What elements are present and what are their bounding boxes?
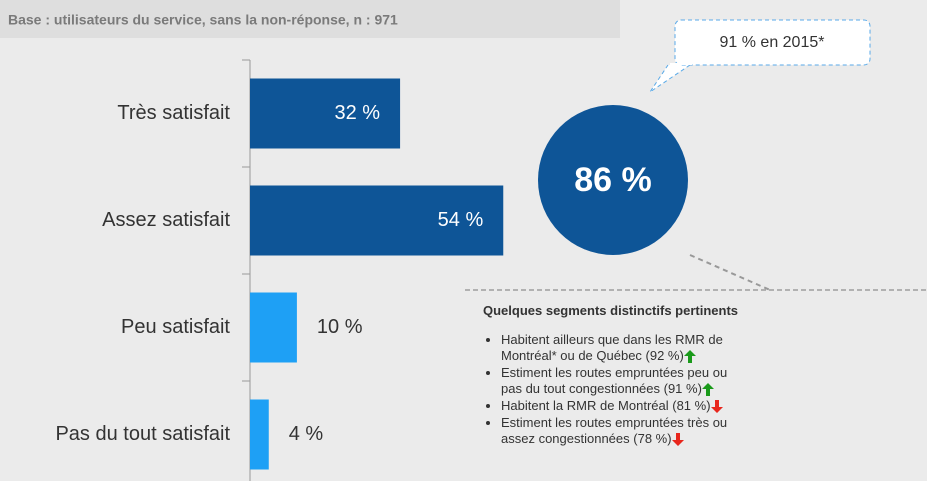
segment-item: Habitent la RMR de Montréal (81 %) xyxy=(501,398,743,414)
segment-text: Estiment les routes empruntées très ou a… xyxy=(501,415,728,446)
segment-item: Habitent ailleurs que dans les RMR de Mo… xyxy=(501,332,743,364)
value-label: 32 % xyxy=(334,102,380,124)
segment-text: Habitent la RMR de Montréal (81 %) xyxy=(501,398,711,413)
arrow-up xyxy=(701,383,714,397)
category-label: Pas du tout satisfait xyxy=(55,423,230,445)
connector xyxy=(689,254,771,291)
bar xyxy=(250,185,504,256)
arrow-down xyxy=(710,400,723,414)
segment-text: Habitent ailleurs que dans les RMR de Mo… xyxy=(501,332,723,363)
segments-title: Quelques segments distinctifs pertinents xyxy=(483,303,738,318)
value-label: 4 % xyxy=(289,423,324,445)
callout-tail xyxy=(649,64,691,93)
bar xyxy=(250,399,269,470)
bar xyxy=(250,292,297,363)
segment-item: Estiment les routes empruntées peu ou pa… xyxy=(501,365,743,397)
subtitle: Base : utilisateurs du service, sans la … xyxy=(8,12,398,28)
subtitle-box xyxy=(0,0,620,38)
total-circle xyxy=(538,105,688,255)
bar xyxy=(250,78,401,149)
value-label: 54 % xyxy=(438,209,484,231)
segments: Quelques segments distinctifs pertinents… xyxy=(483,303,743,448)
callout-box xyxy=(674,19,871,66)
category-label: Assez satisfait xyxy=(102,209,230,231)
callout: 91 % en 2015* xyxy=(720,34,825,51)
arrow-down xyxy=(671,433,684,447)
segment-item: Estiment les routes empruntées très ou a… xyxy=(501,415,743,447)
segment-text: Estiment les routes empruntées peu ou pa… xyxy=(501,365,728,396)
value-label: 10 % xyxy=(317,316,363,338)
arrow-up xyxy=(683,350,696,364)
total-label: 86 % xyxy=(574,161,652,199)
category-label: Très satisfait xyxy=(117,102,230,124)
segments-list: Habitent ailleurs que dans les RMR de Mo… xyxy=(483,332,743,447)
category-label: Peu satisfait xyxy=(121,316,230,338)
